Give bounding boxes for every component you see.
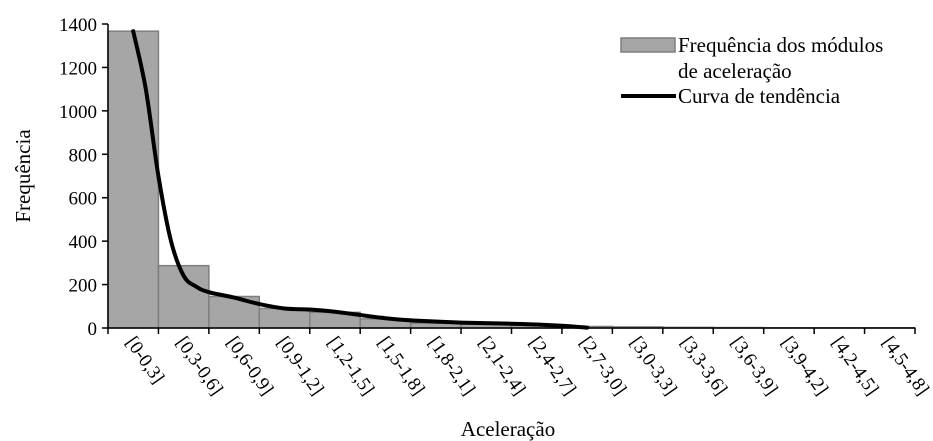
x-tick-label-15: [4,5-4,8] bbox=[878, 333, 933, 400]
x-tick-label-13: [3,9-4,2] bbox=[777, 333, 832, 400]
y-axis-title: Frequência bbox=[11, 129, 35, 223]
legend-label-bar-line-1: Frequência dos módulos bbox=[678, 33, 883, 57]
y-tick-label-0: 0 bbox=[88, 319, 98, 340]
ticks-layer: 0 200 400 600 800 1000 1200 1400 [0-0,3] [0,3-0,6… bbox=[59, 15, 933, 399]
y-tick-label-4: 800 bbox=[69, 145, 98, 166]
y-tick-label-2: 400 bbox=[69, 232, 98, 253]
x-tick-label-2: [0,6-0,9] bbox=[222, 333, 277, 400]
x-tick-label-11: [3,3-3,6] bbox=[676, 333, 731, 400]
bars-layer bbox=[107, 30, 916, 329]
x-tick-label-0: [0-0,3] bbox=[121, 333, 168, 388]
x-tick-label-1: [0,3-0,6] bbox=[172, 333, 227, 400]
x-tick-label-8: [2,4-2,7] bbox=[525, 333, 580, 400]
x-tick-label-14: [4,2-4,5] bbox=[827, 333, 882, 400]
legend-label-line: Curva de tendência bbox=[678, 84, 841, 108]
x-axis-title: Aceleração bbox=[461, 417, 555, 441]
x-tick-label-10: [3,0-3,3] bbox=[625, 333, 680, 400]
y-tick-label-7: 1400 bbox=[59, 15, 97, 36]
bar-3 bbox=[258, 307, 311, 329]
legend-label-bar-line-2: de aceleração bbox=[678, 59, 792, 83]
x-tick-label-4: [1,2-1,5] bbox=[323, 333, 378, 400]
x-tick-label-7: [2,1-2,4] bbox=[474, 333, 529, 400]
y-tick-label-6: 1200 bbox=[59, 58, 97, 79]
trend-curve bbox=[131, 29, 590, 330]
x-tick-label-9: [2,7-3,0] bbox=[575, 333, 630, 400]
y-tick-label-1: 200 bbox=[69, 276, 98, 297]
legend: Frequência dos módulos de aceleração Cur… bbox=[620, 33, 883, 108]
bar-0 bbox=[107, 30, 160, 329]
y-tick-label-3: 600 bbox=[69, 189, 98, 210]
axes-layer bbox=[102, 23, 916, 334]
legend-swatch-bar bbox=[620, 37, 676, 53]
x-tick-label-6: [1,8-2,1] bbox=[424, 333, 479, 400]
x-tick-label-5: [1,5-1,8] bbox=[373, 333, 428, 400]
x-tick-label-3: [0,9-1,2] bbox=[272, 333, 327, 400]
x-tick-label-12: [3,6-3,9] bbox=[726, 333, 781, 400]
y-tick-label-5: 1000 bbox=[59, 102, 97, 123]
